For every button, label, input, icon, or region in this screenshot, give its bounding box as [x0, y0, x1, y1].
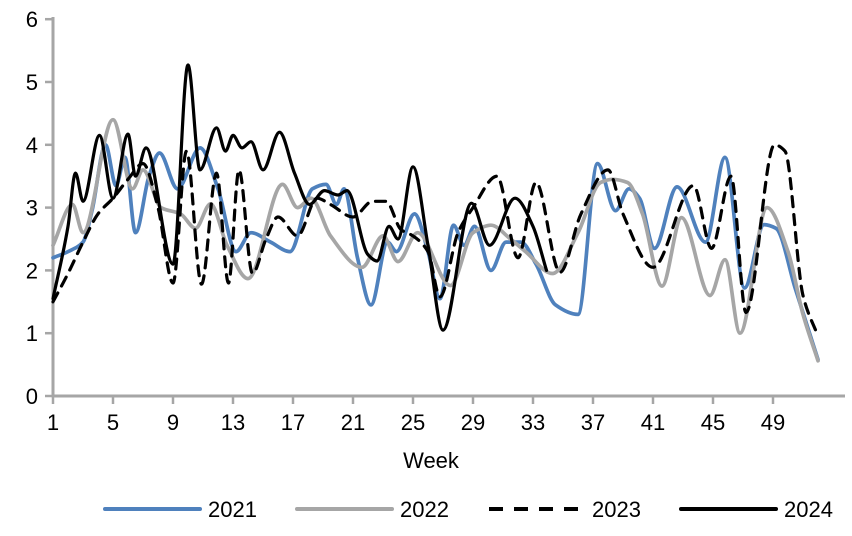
series-line-2022: [51, 117, 820, 363]
legend: 2021 2022 2023 2024: [103, 497, 833, 522]
x-tick-label: 37: [581, 410, 605, 435]
legend-item-2022: 2022: [295, 497, 449, 522]
x-tick-label: 29: [461, 410, 485, 435]
legend-label-2023: 2023: [592, 497, 641, 522]
x-tick-label: 45: [701, 410, 725, 435]
y-tick-label: 3: [26, 196, 38, 221]
y-tick-label: 4: [26, 133, 38, 158]
series-line-2023: [51, 143, 820, 338]
x-tick-label: 41: [641, 410, 665, 435]
x-axis-title: Week: [403, 448, 460, 473]
x-tick-label: 25: [401, 410, 425, 435]
legend-item-2024: 2024: [679, 497, 833, 522]
x-tick-label: 13: [221, 410, 245, 435]
y-tick-label: 0: [26, 384, 38, 409]
x-tick-label: 17: [281, 410, 305, 435]
series-lines: [51, 63, 820, 363]
y-tick-label: 1: [26, 321, 38, 346]
legend-item-2023: 2023: [489, 497, 641, 522]
x-tick-label: 5: [107, 410, 119, 435]
x-tick-label: 21: [341, 410, 365, 435]
legend-item-2021: 2021: [103, 497, 257, 522]
y-tick-label: 2: [26, 258, 38, 283]
series-line-2024: [51, 63, 549, 332]
x-tick-label: 33: [521, 410, 545, 435]
legend-label-2024: 2024: [784, 497, 833, 522]
y-tick-label: 6: [26, 7, 38, 32]
x-tick-label: 1: [47, 410, 59, 435]
series-line-2021: [51, 142, 820, 362]
x-tick-label: 49: [761, 410, 785, 435]
legend-label-2021: 2021: [208, 497, 257, 522]
legend-label-2022: 2022: [400, 497, 449, 522]
y-tick-label: 5: [26, 70, 38, 95]
x-tick-label: 9: [167, 410, 179, 435]
axes: [45, 17, 845, 404]
